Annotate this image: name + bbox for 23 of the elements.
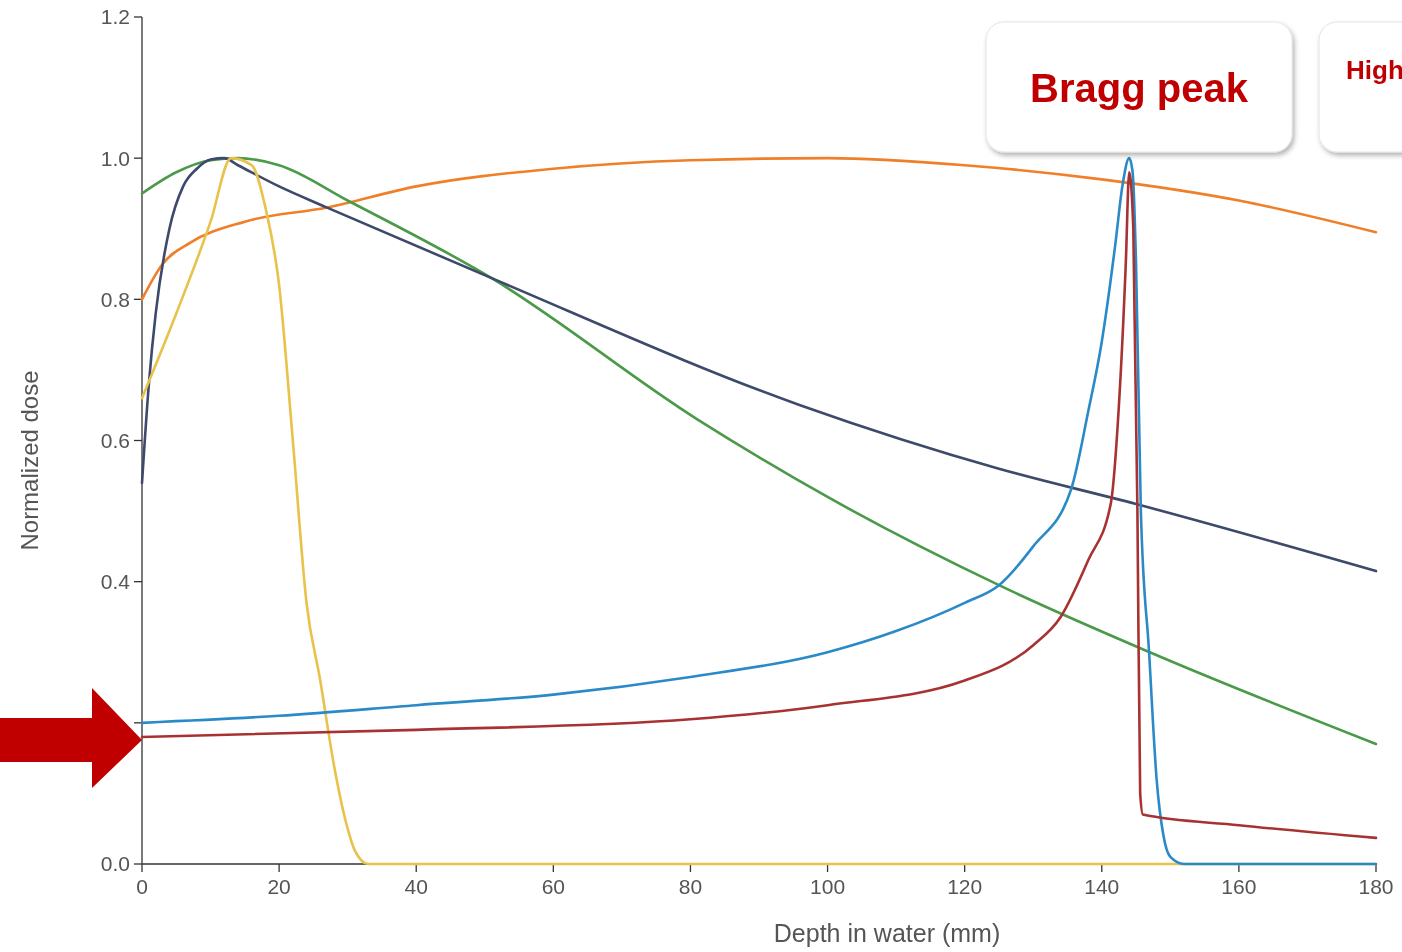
x-tick-label: 80 — [678, 875, 703, 898]
x-tick-label: 100 — [810, 875, 846, 898]
x-tick-label: 60 — [541, 875, 566, 898]
line-series — [140, 156, 1378, 573]
x-axis-title: Depth in water (mm) — [773, 919, 1001, 947]
y-axis-title: Normalized dose — [16, 370, 43, 551]
y-tick-label: 0.4 — [100, 570, 131, 594]
annotation: Bragg peak — [1030, 66, 1249, 110]
y-tick-label: 1.0 — [100, 146, 130, 170]
x-tick-label: 120 — [947, 875, 983, 898]
annotation: High — [1346, 55, 1402, 85]
y-tick-label: 1.2 — [100, 5, 130, 29]
x-tick-label: 140 — [1084, 875, 1120, 898]
y-tick-label: 0.6 — [100, 428, 130, 452]
x-tick-label: 160 — [1221, 875, 1257, 898]
y-tick-label: 0.0 — [100, 852, 130, 876]
x-tick-label: 0 — [136, 875, 148, 898]
x-tick-label: 40 — [404, 875, 428, 898]
line-series — [140, 156, 1378, 746]
x-tick-label: 20 — [267, 875, 291, 898]
y-tick-label: 0.8 — [100, 287, 130, 311]
line-series — [140, 156, 1378, 301]
x-tick-label: 180 — [1358, 875, 1394, 898]
